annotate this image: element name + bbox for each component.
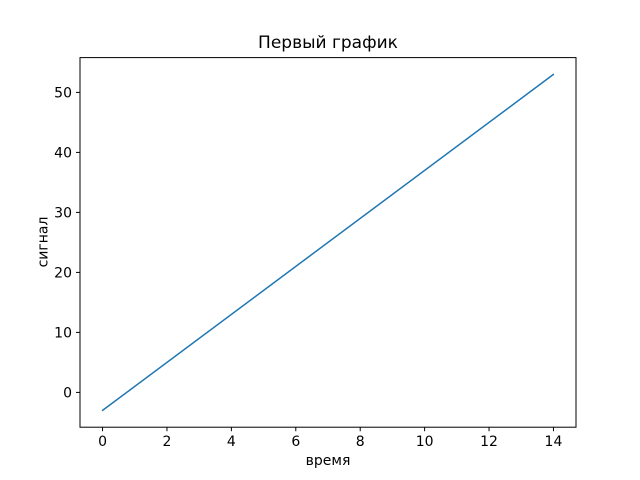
- data-line: [101, 73, 555, 412]
- y-axis-label: сигнал: [35, 216, 52, 268]
- x-tick-label: 12: [480, 434, 498, 450]
- y-tick-label: 0: [63, 385, 72, 401]
- x-tick-label: 14: [545, 434, 563, 450]
- y-tick-label: 50: [54, 85, 72, 101]
- y-tick-label: 30: [54, 205, 72, 221]
- y-tick-label: 10: [54, 325, 72, 341]
- x-axis-label: время: [305, 453, 351, 469]
- y-tick-label: 20: [54, 265, 72, 281]
- x-tick-label: 10: [416, 434, 434, 450]
- x-tick-label: 4: [227, 434, 236, 450]
- x-tick-label: 0: [98, 434, 107, 450]
- axes-frame: [79, 57, 577, 428]
- y-tick-label: 40: [54, 145, 72, 161]
- x-tick-label: 6: [291, 434, 300, 450]
- x-tick-label: 8: [356, 434, 365, 450]
- x-tick-label: 2: [163, 434, 172, 450]
- chart-title: Первый график: [258, 33, 398, 53]
